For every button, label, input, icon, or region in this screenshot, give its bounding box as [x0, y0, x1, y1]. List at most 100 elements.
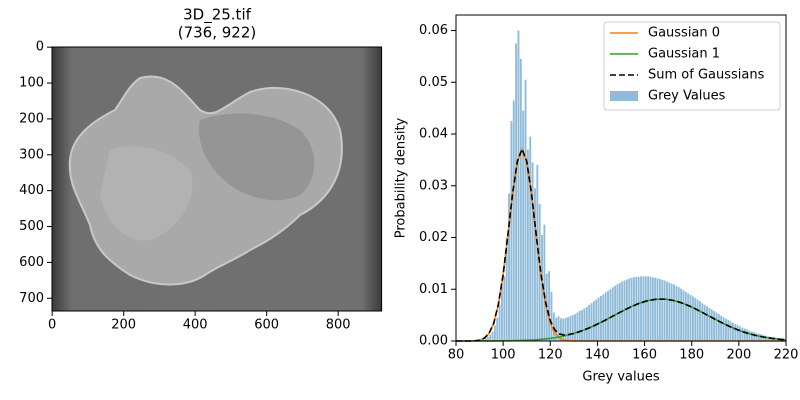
histogram-bar: [604, 292, 607, 341]
histogram-bar: [708, 307, 711, 341]
histogram-bar: [607, 290, 609, 341]
histogram-bar: [614, 285, 617, 341]
image: [52, 47, 382, 311]
legend-swatch: [610, 91, 638, 101]
x-tick-label: 180: [679, 348, 704, 363]
histogram-bar: [562, 318, 565, 341]
histogram-bar: [666, 281, 668, 341]
histogram-bar: [696, 299, 699, 341]
histogram-bar: [486, 336, 489, 341]
histogram-bar: [581, 309, 584, 341]
histogram-bar: [524, 79, 527, 341]
histogram-bar: [611, 287, 614, 341]
histogram-bar: [724, 318, 727, 341]
y-tick-label: 0.05: [419, 75, 448, 90]
histogram-bar: [757, 333, 760, 341]
histogram-bar: [491, 331, 494, 341]
histogram-bar: [585, 306, 588, 341]
histogram-bar: [569, 316, 572, 341]
histogram-bar: [567, 317, 569, 341]
histogram-bar: [515, 43, 518, 341]
y-axis-label: Probability density: [394, 117, 409, 238]
histogram-bar: [656, 278, 659, 341]
x-axis-label: Grey values: [582, 370, 659, 385]
y-tick-label: 500: [19, 219, 44, 234]
histogram-bar: [559, 318, 562, 341]
x-tick-label: 200: [726, 348, 751, 363]
y-tick-label: 600: [19, 255, 44, 270]
histogram-bar: [661, 279, 664, 341]
x-tick-label: 120: [538, 348, 563, 363]
histogram-bar: [739, 326, 741, 341]
x-tick-label: 80: [448, 348, 465, 363]
image-subtitle: (736, 922): [178, 24, 257, 42]
y-tick-label: 0.01: [419, 282, 448, 297]
histogram-bar: [722, 317, 725, 341]
histogram-bar: [609, 289, 612, 341]
histogram-bar: [647, 276, 650, 341]
fit-line: [456, 146, 787, 342]
legend-label: Gaussian 0: [648, 26, 720, 41]
histogram-bar: [748, 330, 751, 341]
histogram-bar: [734, 323, 737, 341]
histogram-bar: [654, 277, 657, 341]
histogram-bar: [727, 319, 730, 341]
histogram-bar: [732, 322, 734, 341]
histogram-bar: [550, 291, 553, 341]
axes-frame: [51, 46, 383, 312]
y-tick-label: 0.02: [419, 230, 448, 245]
histogram-bar: [526, 149, 529, 341]
image-title: 3D_25.tif: [183, 6, 251, 25]
histogram-bar: [694, 298, 697, 341]
histogram-bar: [729, 321, 732, 341]
legend-box: [603, 21, 781, 111]
histogram-bar: [637, 276, 640, 341]
histogram-bar: [583, 308, 586, 341]
histogram-bar: [755, 333, 758, 341]
x-tick-label: 800: [326, 318, 351, 333]
histogram-bar: [543, 224, 546, 341]
histogram-bar: [493, 325, 496, 341]
y-tick-label: 0.04: [419, 127, 448, 142]
histogram-bar: [600, 295, 602, 341]
histogram-bar: [597, 297, 600, 341]
histogram-bar: [668, 282, 671, 341]
y-tick-label: 100: [19, 76, 44, 91]
histogram-bar: [663, 280, 666, 341]
histogram-bar: [689, 294, 692, 341]
histogram-bar: [555, 317, 558, 341]
histogram-bar: [703, 304, 706, 341]
histogram-bar: [746, 329, 749, 341]
histogram-bar: [706, 306, 708, 341]
histogram-bar: [578, 310, 581, 341]
histogram-bar: [762, 335, 765, 341]
histogram-bar: [677, 287, 680, 341]
x-tick-label: 160: [632, 348, 657, 363]
histogram-bar: [571, 315, 574, 341]
x-tick-label: 0: [48, 318, 56, 333]
histogram-bar: [753, 332, 756, 341]
histogram-bar: [675, 286, 678, 341]
histogram-bar: [595, 299, 598, 341]
histogram-bar: [640, 276, 642, 341]
histogram-bar: [616, 284, 619, 341]
histogram-bar: [682, 290, 685, 341]
histogram-bar: [644, 276, 647, 341]
histogram-bar: [628, 278, 631, 341]
histogram-bar: [552, 312, 555, 341]
histogram-bar: [765, 335, 767, 341]
histogram-bar: [736, 324, 739, 341]
histogram-bar: [673, 284, 675, 341]
histogram-bar: [519, 58, 522, 341]
histogram-bar: [625, 279, 628, 341]
axes-frame: [455, 14, 787, 342]
histogram-bar: [574, 314, 576, 341]
histogram-bar: [541, 234, 543, 341]
histogram-bar: [717, 314, 720, 341]
x-tick-label: 600: [254, 318, 279, 333]
fit-line: [456, 298, 787, 342]
y-tick-label: 0.00: [419, 334, 448, 349]
histogram-bar: [684, 291, 687, 341]
histogram-bar: [548, 271, 551, 341]
